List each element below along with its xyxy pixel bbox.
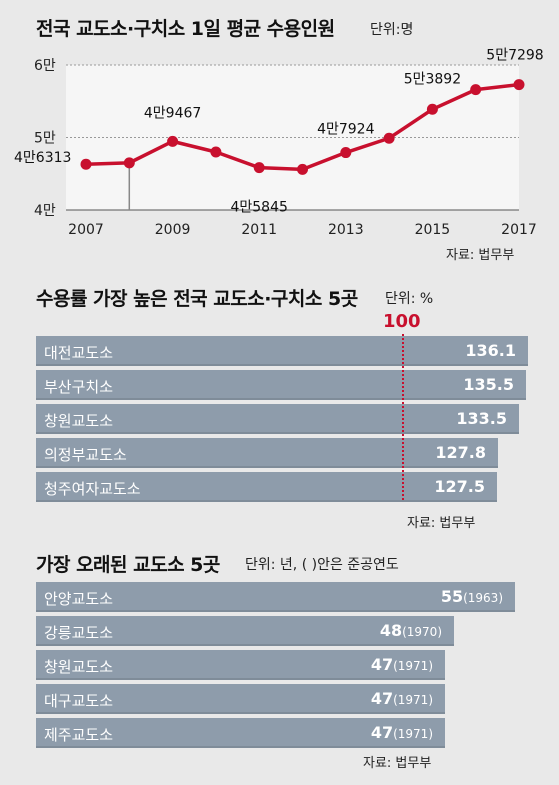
occupancy-chart-source: 자료: 법무부 — [407, 516, 476, 531]
bar: 대전교도소 136.1 — [36, 336, 528, 366]
data-point — [383, 132, 395, 144]
data-label: 4만5845 — [230, 200, 287, 216]
bar-category-label: 청주여자교도소 — [44, 480, 141, 498]
bar: 제주교도소 47(1971) — [36, 718, 445, 748]
line-chart-unit: 단위:명 — [370, 22, 414, 38]
bar-value: 55 — [440, 587, 464, 606]
x-tick-label: 2013 — [328, 222, 364, 238]
oldest-chart-source: 자료: 법무부 — [363, 756, 432, 771]
bar-value: 47 — [370, 689, 394, 708]
reference-100-line — [402, 334, 404, 500]
line-chart-source: 자료: 법무부 — [446, 248, 515, 263]
bar-category-label: 대전교도소 — [44, 344, 114, 362]
data-point — [123, 157, 135, 169]
bar: 의정부교도소 127.8 — [36, 438, 498, 468]
bar: 청주여자교도소 127.5 — [36, 472, 497, 502]
bar-year: (1971) — [393, 659, 433, 673]
bar: 대구교도소 47(1971) — [36, 684, 445, 714]
reference-100-label: 100 — [383, 311, 421, 332]
bar-value-label: 47(1971) — [371, 655, 433, 674]
data-point — [340, 147, 352, 159]
x-tick-label: 2017 — [501, 222, 537, 238]
x-tick-label: 2011 — [241, 222, 277, 238]
data-point — [513, 79, 525, 91]
data-point — [167, 135, 179, 147]
data-label: 4만7924 — [317, 122, 375, 138]
bar-value-label: 55(1963) — [441, 587, 503, 606]
x-tick-label: 2007 — [68, 222, 104, 238]
bar-year: (1971) — [393, 727, 433, 741]
y-tick-label: 5만 — [34, 131, 56, 147]
data-point — [210, 146, 222, 158]
data-label: 4만9467 — [144, 105, 201, 121]
bar-year: (1963) — [463, 591, 503, 605]
y-tick-label: 6만 — [34, 58, 56, 74]
bar-year: (1971) — [393, 693, 433, 707]
y-tick-label: 4만 — [34, 203, 56, 219]
bar-value-label: 47(1971) — [371, 723, 433, 742]
bar-year: (1970) — [402, 625, 442, 639]
bar-value-label: 127.8 — [435, 443, 486, 462]
bar-value-label: 133.5 — [456, 409, 507, 428]
bar-category-label: 제주교도소 — [44, 726, 114, 744]
bar-value: 47 — [370, 655, 394, 674]
bar: 강릉교도소 48(1970) — [36, 616, 454, 646]
occupancy-chart-title: 수용률 가장 높은 전국 교도소·구치소 5곳 — [36, 288, 358, 310]
line-chart: 4만 5만 6만 2007 2009 2011 2013 2015 2017 4만6313 4만94… — [14, 48, 544, 238]
bar: 부산구치소 135.5 — [36, 370, 526, 400]
bar-value: 47 — [370, 723, 394, 742]
bar-category-label: 안양교도소 — [44, 590, 114, 608]
data-point — [80, 158, 92, 170]
bar-category-label: 창원교도소 — [44, 658, 114, 676]
line-chart-title: 전국 교도소·구치소 1일 평균 수용인원 — [36, 18, 335, 40]
data-point — [297, 163, 308, 175]
bar-value-label: 136.1 — [465, 341, 516, 360]
data-label: 5만7298 — [486, 48, 543, 64]
data-point — [470, 84, 482, 96]
data-label: 4만6313 — [14, 150, 71, 166]
x-tick-label: 2015 — [415, 222, 451, 238]
bar-category-label: 대구교도소 — [44, 692, 114, 710]
oldest-chart-title: 가장 오래된 교도소 5곳 — [36, 554, 220, 576]
bar: 안양교도소 55(1963) — [36, 582, 515, 612]
bar-value-label: 135.5 — [463, 375, 514, 394]
bar-value: 48 — [379, 621, 403, 640]
bar-category-label: 강릉교도소 — [44, 624, 114, 642]
bar-category-label: 부산구치소 — [44, 378, 114, 396]
bar: 창원교도소 133.5 — [36, 404, 519, 434]
bar-value-label: 47(1971) — [371, 689, 433, 708]
bar-category-label: 의정부교도소 — [44, 446, 127, 464]
bar-value-label: 48(1970) — [380, 621, 442, 640]
bar: 창원교도소 47(1971) — [36, 650, 445, 680]
data-label: 5만3892 — [404, 71, 461, 87]
occupancy-chart-unit: 단위: % — [385, 291, 434, 307]
oldest-chart-unit: 단위: 년, ( )안은 준공연도 — [245, 557, 399, 573]
bar-category-label: 창원교도소 — [44, 412, 114, 430]
data-point — [253, 162, 265, 174]
x-tick-label: 2009 — [155, 222, 191, 238]
data-point — [426, 103, 438, 115]
bar-value-label: 127.5 — [434, 477, 485, 496]
